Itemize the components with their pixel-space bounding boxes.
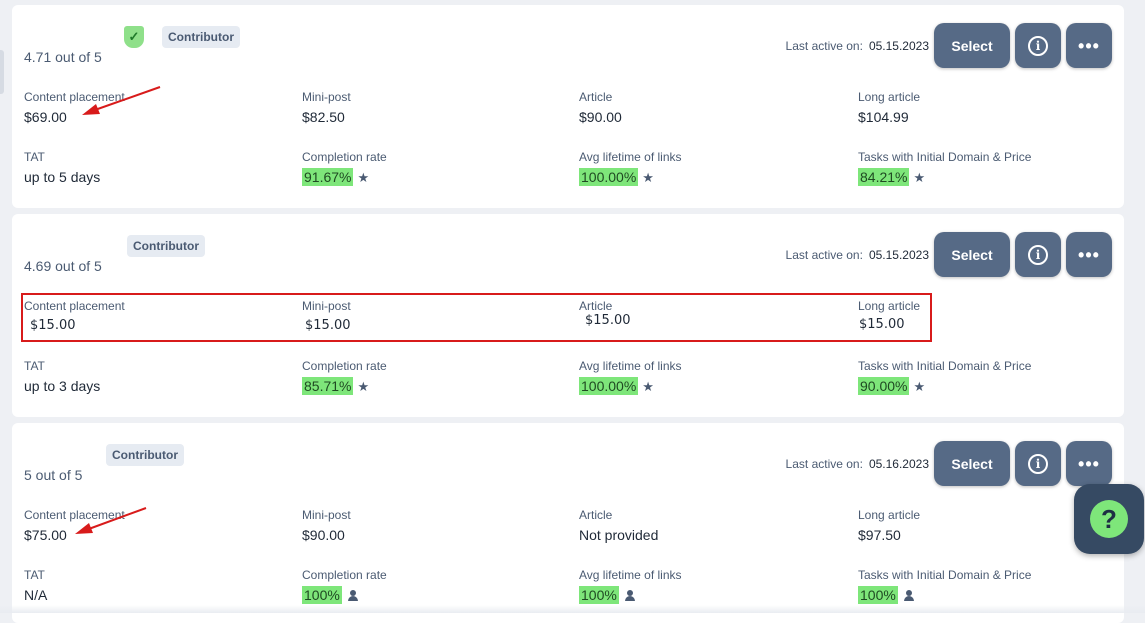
avg-lifetime-value: 100.00% bbox=[579, 377, 639, 395]
price-content-placement: Content placement $15.00 bbox=[24, 299, 125, 333]
price-content-placement: Content placement $75.00 bbox=[24, 508, 125, 543]
info-icon: i bbox=[1028, 453, 1048, 474]
more-dots-icon: ••• bbox=[1078, 453, 1100, 474]
select-button[interactable]: Select bbox=[934, 232, 1010, 277]
select-button[interactable]: Select bbox=[934, 441, 1010, 486]
more-options-button[interactable]: ••• bbox=[1066, 232, 1112, 277]
contributor-badge: Contributor bbox=[127, 235, 205, 257]
tasks-initial-value: 84.21% bbox=[858, 168, 910, 186]
price-mini-post: Mini-post $90.00 bbox=[302, 508, 351, 543]
star-icon[interactable]: ★ bbox=[357, 170, 370, 185]
stat-tat: TAT N/A bbox=[24, 568, 48, 603]
stat-tasks-initial: Tasks with Initial Domain & Price 90.00% ★ bbox=[858, 359, 1032, 395]
more-dots-icon: ••• bbox=[1078, 35, 1100, 56]
bottom-fade bbox=[0, 605, 1145, 613]
stat-avg-lifetime: Avg lifetime of links 100.00% ★ bbox=[579, 359, 682, 395]
rating-text: 4.69 out of 5 bbox=[24, 258, 102, 274]
help-question-icon: ? bbox=[1090, 500, 1128, 538]
avg-lifetime-value: 100.00% bbox=[579, 168, 639, 186]
star-icon[interactable]: ★ bbox=[913, 379, 926, 394]
price-long-article: Long article $15.00 bbox=[858, 299, 921, 332]
star-icon[interactable]: ★ bbox=[357, 379, 370, 394]
stat-tat: TAT up to 5 days bbox=[24, 150, 101, 185]
price-content-placement: Content placement $69.00 bbox=[24, 90, 125, 125]
tasks-initial-value: 100% bbox=[858, 586, 898, 604]
verified-check-icon: ✓ bbox=[124, 26, 144, 48]
price-long-article: Long article $104.99 bbox=[858, 90, 921, 125]
info-button[interactable]: i bbox=[1015, 232, 1061, 277]
info-button[interactable]: i bbox=[1015, 441, 1061, 486]
stat-tasks-initial: Tasks with Initial Domain & Price 84.21% ★ bbox=[858, 150, 1032, 186]
last-active-label: Last active on: bbox=[785, 39, 863, 53]
info-button[interactable]: i bbox=[1015, 23, 1061, 68]
last-active: Last active on: 05.15.2023 bbox=[786, 248, 929, 262]
stat-completion-rate: Completion rate 100% bbox=[302, 568, 387, 604]
rating-text: 5 out of 5 bbox=[24, 467, 83, 483]
tasks-initial-value: 90.00% bbox=[858, 377, 910, 395]
help-chat-button[interactable]: ? bbox=[1074, 484, 1144, 554]
price-mini-post: Mini-post $82.50 bbox=[302, 90, 351, 125]
annotation-highlight-box bbox=[21, 293, 932, 342]
stat-avg-lifetime: Avg lifetime of links 100% bbox=[579, 568, 682, 604]
contributor-card: Contributor 5 out of 5 Last active on: 05… bbox=[12, 423, 1124, 623]
price-article: Article $15.00 bbox=[579, 299, 631, 328]
person-icon[interactable] bbox=[903, 590, 914, 601]
contributor-card: 4.71 out of 5 ✓ Contributor Last active … bbox=[12, 5, 1124, 208]
completion-rate-value: 91.67% bbox=[302, 168, 354, 186]
last-active-date: 05.15.2023 bbox=[868, 39, 929, 53]
star-icon[interactable]: ★ bbox=[642, 379, 654, 394]
price-mini-post: Mini-post $15.00 bbox=[302, 299, 351, 333]
person-icon[interactable] bbox=[624, 590, 635, 601]
last-active-label: Last active on: bbox=[785, 457, 863, 471]
contributor-badge: Contributor bbox=[162, 26, 240, 48]
side-edge-tab[interactable] bbox=[0, 50, 4, 94]
stat-completion-rate: Completion rate 85.71% ★ bbox=[302, 359, 387, 395]
last-active-date: 05.16.2023 bbox=[868, 457, 929, 471]
star-icon[interactable]: ★ bbox=[913, 170, 926, 185]
last-active-date: 05.15.2023 bbox=[868, 248, 929, 262]
rating-text: 4.71 out of 5 bbox=[24, 49, 102, 65]
person-icon[interactable] bbox=[347, 590, 358, 601]
more-options-button[interactable]: ••• bbox=[1066, 23, 1112, 68]
avg-lifetime-value: 100% bbox=[579, 586, 619, 604]
more-options-button[interactable]: ••• bbox=[1066, 441, 1112, 486]
stat-tat: TAT up to 3 days bbox=[24, 359, 101, 394]
stat-avg-lifetime: Avg lifetime of links 100.00% ★ bbox=[579, 150, 682, 186]
last-active-label: Last active on: bbox=[785, 248, 863, 262]
contributor-card: Contributor 4.69 out of 5 Last active on… bbox=[12, 214, 1124, 417]
star-icon[interactable]: ★ bbox=[642, 170, 654, 185]
contributor-badge: Contributor bbox=[106, 444, 184, 466]
info-icon: i bbox=[1028, 35, 1048, 56]
select-button[interactable]: Select bbox=[934, 23, 1010, 68]
last-active: Last active on: 05.15.2023 bbox=[786, 39, 929, 53]
price-article: Article Not provided bbox=[579, 508, 659, 543]
completion-rate-value: 100% bbox=[302, 586, 342, 604]
info-icon: i bbox=[1028, 244, 1048, 265]
more-dots-icon: ••• bbox=[1078, 244, 1100, 265]
last-active: Last active on: 05.16.2023 bbox=[786, 457, 929, 471]
stat-completion-rate: Completion rate 91.67% ★ bbox=[302, 150, 387, 186]
stat-tasks-initial: Tasks with Initial Domain & Price 100% bbox=[858, 568, 1032, 604]
completion-rate-value: 85.71% bbox=[302, 377, 354, 395]
price-long-article: Long article $97.50 bbox=[858, 508, 921, 543]
price-article: Article $90.00 bbox=[579, 90, 622, 125]
